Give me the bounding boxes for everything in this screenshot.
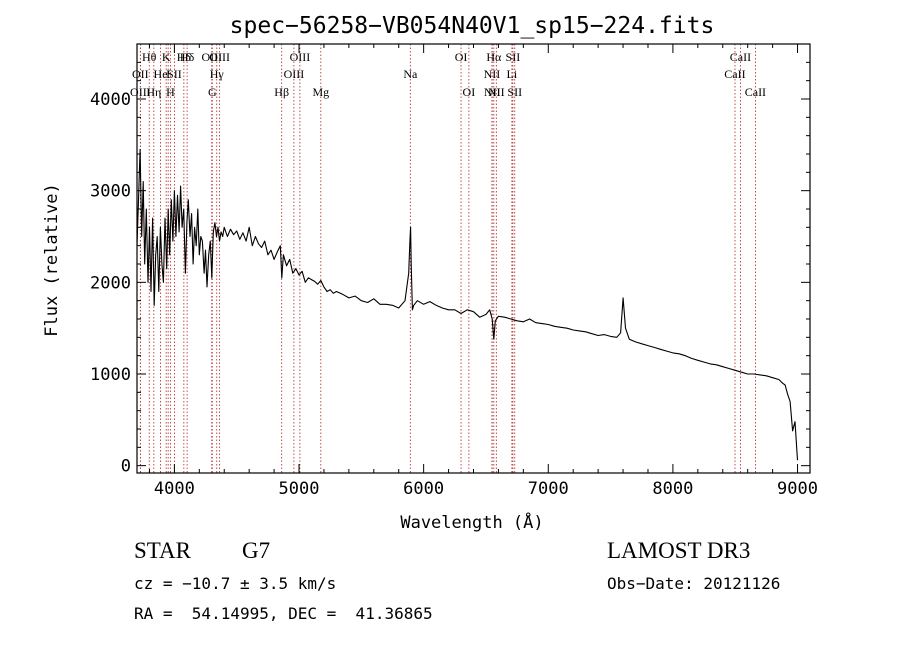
line-label-27: Li [507,67,518,81]
line-label-4: He [154,67,168,81]
redshift-value: cz = −10.7 ± 3.5 km/s [134,574,337,593]
line-label-15: Hβ [274,85,289,99]
y-axis-ticks: 0 1000 2000 3000 4000 [90,43,810,477]
line-label-10: Hδ [180,50,195,64]
line-label-20: OI [455,50,468,64]
x-axis-label: Wavelength (Å) [400,511,543,533]
x-tick-label: 4000 [154,479,195,499]
x-axis-ticks: 4000 5000 6000 7000 8000 9000 [148,44,818,499]
x-tick-label: 9000 [777,479,818,499]
line-label-23: NII [484,85,501,99]
line-label-19: Na [403,67,418,81]
y-axis-label: Flux (relative) [42,183,62,337]
line-label-28: SII [507,85,522,99]
y-tick-label: 3000 [90,182,131,202]
line-label-3: Hη [146,85,161,99]
line-label-18: Mg [312,85,329,99]
line-label-16: OIII [284,67,305,81]
x-tick-label: 6000 [403,479,444,499]
x-tick-label: 7000 [528,479,569,499]
line-label-21: OI [463,85,476,99]
line-label-14: OIII [209,50,230,64]
y-tick-label: 1000 [90,365,131,385]
line-label-11: OIII [201,50,222,64]
line-label-7: H [166,85,175,99]
line-label-31: CaII [745,85,766,99]
line-label-6: I [166,67,170,81]
line-label-1: OIII [130,85,151,99]
observation-date: Obs−Date: 20121126 [607,574,781,593]
survey-name: LAMOST DR3 [607,538,751,563]
y-tick-label: 2000 [90,273,131,293]
x-tick-label: 8000 [652,479,693,499]
line-label-0: OII [132,67,149,81]
line-label-30: CaII [730,50,751,64]
line-label-5: K [162,50,171,64]
line-label-24: Hα [486,50,502,64]
line-label-8: SII [167,67,182,81]
line-label-25: NII [488,85,505,99]
line-label-2: Hθ [142,50,157,64]
line-label-17: OIII [290,50,311,64]
line-label-29: CaII [724,67,745,81]
line-label-9: Hδ [177,50,192,64]
y-tick-label: 4000 [90,90,131,110]
plot-frame [136,43,811,474]
object-class: STAR [134,538,191,563]
spectral-line-markers [139,44,756,473]
line-label-26: SII [506,50,521,64]
x-tick-label: 5000 [279,479,320,499]
line-label-22: NII [484,67,501,81]
flux-series-line [136,148,799,461]
line-label-12: G [208,85,217,99]
object-subclass: G7 [242,538,271,563]
y-tick-label: 0 [121,457,131,477]
chart-title: spec−56258−VB054N40V1_sp15−224.fits [230,13,715,39]
coordinates: RA = 54.14995, DEC = 41.36865 [134,604,433,623]
line-label-13: Hγ [210,67,225,81]
